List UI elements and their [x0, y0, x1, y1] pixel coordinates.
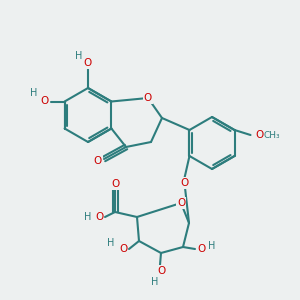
Text: H: H — [208, 241, 216, 251]
Text: CH₃: CH₃ — [263, 131, 280, 140]
Text: O: O — [180, 178, 189, 188]
Text: H: H — [30, 88, 37, 98]
Text: O: O — [40, 97, 49, 106]
Text: H: H — [107, 238, 115, 248]
Text: O: O — [144, 93, 152, 103]
Text: O: O — [157, 266, 165, 276]
Text: O: O — [197, 244, 205, 254]
Text: H: H — [84, 212, 92, 222]
Text: H: H — [151, 277, 159, 287]
Text: O: O — [95, 212, 103, 222]
Text: O: O — [177, 198, 185, 208]
Text: H: H — [75, 51, 83, 61]
Text: O: O — [94, 156, 102, 166]
Text: O: O — [119, 244, 127, 254]
Text: O: O — [84, 58, 92, 68]
Text: O: O — [256, 130, 264, 140]
Text: O: O — [111, 179, 119, 189]
